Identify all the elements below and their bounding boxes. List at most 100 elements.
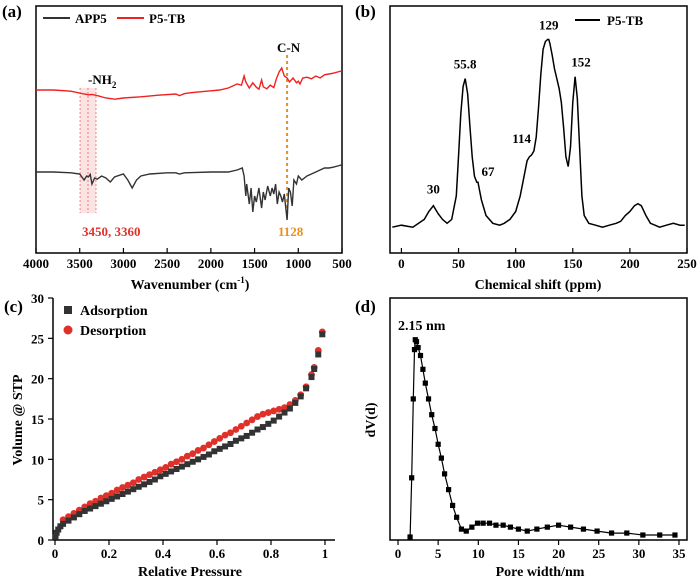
adsorption-point bbox=[211, 448, 218, 455]
pore-point bbox=[417, 352, 424, 359]
panel-c-y-tick-label: 20 bbox=[31, 372, 44, 387]
adsorption-point bbox=[135, 483, 142, 490]
desorption-point bbox=[140, 473, 148, 481]
desorption-point bbox=[275, 405, 283, 413]
panel-d-x-tick-label: 5 bbox=[435, 546, 442, 561]
adsorption-point bbox=[222, 443, 229, 450]
adsorption-point bbox=[238, 435, 245, 442]
panel-a-x-tick-label: 1000 bbox=[285, 256, 311, 271]
adsorption-point bbox=[108, 495, 115, 502]
desorption-point bbox=[243, 419, 251, 427]
adsorption-point bbox=[281, 409, 288, 416]
panel-d-x-tick-label: 25 bbox=[592, 546, 606, 561]
desorption-point bbox=[119, 484, 126, 491]
pore-point bbox=[555, 522, 562, 528]
pore-point bbox=[438, 455, 444, 461]
panel-d-x-tick-label: 30 bbox=[632, 546, 645, 561]
adsorption-point bbox=[119, 491, 126, 498]
adsorption-point bbox=[311, 365, 318, 372]
desorption-point bbox=[151, 468, 159, 476]
pore-point bbox=[435, 441, 441, 447]
adsorption-point bbox=[60, 520, 67, 527]
cn-value-label: 1128 bbox=[278, 224, 304, 239]
pore-point bbox=[580, 526, 587, 532]
desorption-point bbox=[189, 450, 197, 458]
adsorption-point bbox=[70, 514, 77, 521]
pore-point bbox=[568, 524, 574, 530]
pore-point bbox=[409, 475, 415, 481]
legend-app5-label: APP5 bbox=[75, 11, 107, 26]
desorption-point bbox=[102, 492, 110, 500]
desorption-point bbox=[210, 438, 218, 445]
pore-point bbox=[463, 528, 469, 534]
p5-tb-ftir-line bbox=[36, 66, 343, 100]
pore-point bbox=[544, 524, 550, 530]
desorption-point bbox=[162, 464, 170, 471]
peak-label: 67 bbox=[481, 164, 495, 179]
panel-c-x-ticks: 0 0.2 0.4 0.6 0.8 1 bbox=[52, 540, 328, 561]
adsorption-point bbox=[243, 432, 250, 439]
panel-c-y-tick-label: 0 bbox=[38, 533, 45, 548]
adsorption-point bbox=[65, 517, 72, 524]
panel-d: (d) 0 5 10 15 20 25 30 35 2.15 nm dV(d) Pore wi… bbox=[355, 297, 688, 580]
pore-peak-annotation: 2.15 nm bbox=[398, 319, 446, 334]
panel-d-x-tick-label: 35 bbox=[672, 546, 686, 561]
panel-b-x-tick-label: 200 bbox=[620, 256, 640, 271]
adsorption-point bbox=[103, 498, 110, 505]
panel-a-x-axis-title: Wavenumber (cm-1) bbox=[131, 275, 250, 293]
panel-c-label: (c) bbox=[4, 297, 23, 316]
pore-point bbox=[454, 514, 460, 520]
panel-a-x-tick-label: 2500 bbox=[154, 256, 180, 271]
panel-a-x-tick-label: 2000 bbox=[198, 256, 224, 271]
desorption-point bbox=[270, 407, 278, 415]
desorption-point bbox=[92, 497, 99, 505]
peak-label: 152 bbox=[571, 55, 591, 70]
panel-b-peak-labels: 30 55.8 67 114 129 152 bbox=[427, 18, 591, 197]
adsorption-point bbox=[178, 463, 185, 470]
desorption-point bbox=[146, 471, 153, 479]
panel-a: (a) 4000 3500 3000 2500 2000 1500 1000 500 APP5… bbox=[2, 2, 352, 293]
pore-point bbox=[469, 524, 475, 530]
desorption-point bbox=[205, 441, 213, 449]
adsorption-point bbox=[97, 500, 104, 507]
desorption-point bbox=[248, 416, 256, 424]
adsorption-point bbox=[308, 374, 315, 381]
desorption-point bbox=[259, 410, 267, 418]
pore-point bbox=[594, 528, 600, 534]
panel-c-x-tick-label: 0.6 bbox=[209, 546, 226, 561]
desorption-point bbox=[237, 422, 245, 430]
panel-a-x-tick-label: 3500 bbox=[67, 256, 93, 271]
panel-c-x-tick-label: 0.4 bbox=[155, 546, 172, 561]
panel-b-frame bbox=[389, 5, 688, 254]
pore-point bbox=[441, 471, 448, 477]
desorption-point bbox=[216, 434, 224, 442]
nh2-band-markers bbox=[79, 88, 97, 213]
pore-point bbox=[411, 346, 418, 353]
panel-a-x-ticks: 4000 3500 3000 2500 2000 1500 1000 500 bbox=[23, 248, 352, 271]
desorption-point bbox=[232, 426, 240, 433]
desorption-point bbox=[264, 409, 272, 416]
pore-point bbox=[429, 412, 435, 418]
panel-a-x-tick-label: 500 bbox=[332, 256, 352, 271]
pore-point bbox=[410, 396, 416, 402]
pore-point bbox=[493, 522, 499, 528]
desorption-point bbox=[108, 489, 116, 497]
pore-point bbox=[507, 524, 514, 530]
panel-d-x-tick-label: 10 bbox=[472, 546, 485, 561]
pore-point bbox=[534, 526, 540, 532]
adsorption-point bbox=[157, 473, 164, 480]
adsorption-point bbox=[195, 456, 202, 463]
desorption-point bbox=[178, 455, 186, 463]
pore-point bbox=[524, 528, 530, 534]
panel-c-y-ticks: 0 5 10 15 20 25 30 bbox=[31, 291, 53, 548]
panel-b-x-axis-title: Chemical shift (ppm) bbox=[475, 278, 602, 293]
desorption-point bbox=[200, 444, 207, 452]
nh2-annotation: -NH2 bbox=[88, 72, 117, 90]
panel-d-y-axis-title: dV(d) bbox=[364, 402, 379, 437]
legend-b-p5-tb-label: P5-TB bbox=[607, 13, 643, 28]
desorption-point bbox=[254, 413, 261, 420]
adsorption-point bbox=[297, 393, 304, 400]
pore-point bbox=[420, 366, 426, 372]
pore-point bbox=[640, 532, 646, 538]
pore-point bbox=[415, 345, 421, 351]
